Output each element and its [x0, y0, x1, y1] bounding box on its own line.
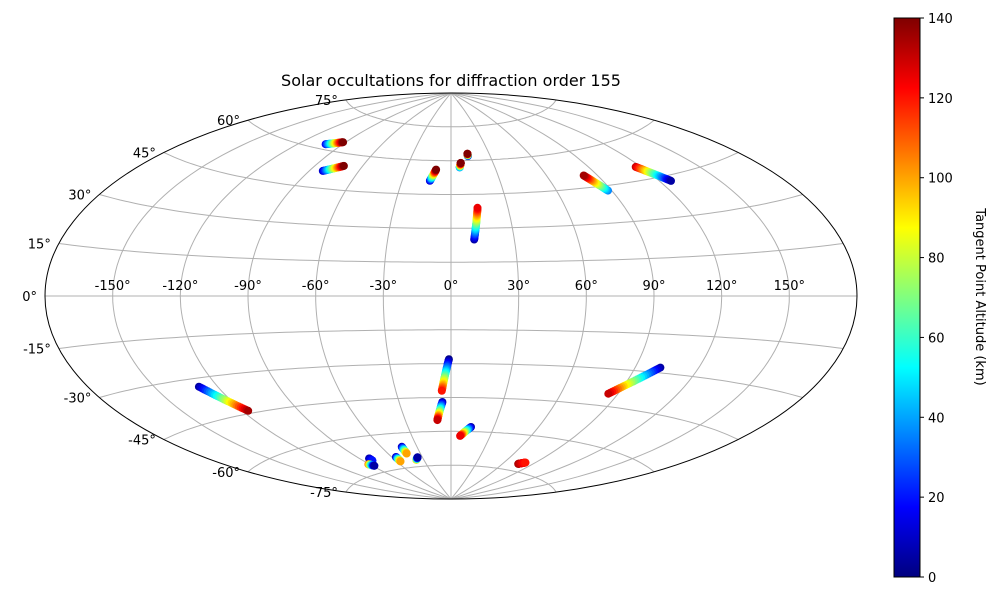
- lon-tick-label: -60°: [302, 279, 330, 294]
- lat-tick-label: 60°: [217, 114, 240, 129]
- latitude-tick-labels: 75° 60° 45° 30° 15° 0° -15° -30° -45° -60° -75°: [22, 94, 338, 501]
- occultation-point: [339, 161, 348, 170]
- occultation-point: [413, 453, 422, 462]
- colorbar-gradient: [893, 17, 921, 578]
- colorbar-tick-label: 120: [928, 92, 953, 107]
- occultation-point: [579, 171, 588, 180]
- chart-title: Solar occultations for diffraction order…: [281, 71, 621, 90]
- lon-tick-label: 120°: [706, 279, 737, 294]
- occultation-point: [244, 406, 253, 415]
- parallel-line: [99, 194, 803, 229]
- occultation-point: [604, 389, 613, 398]
- map-gridlines: [45, 93, 857, 499]
- occultation-point: [437, 386, 446, 395]
- occultation-point: [396, 457, 405, 466]
- colorbar-tick-label: 60: [928, 331, 945, 346]
- lon-tick-label: -90°: [234, 279, 262, 294]
- lon-tick-label: -120°: [162, 279, 198, 294]
- lat-tick-label: -60°: [212, 466, 240, 481]
- occultation-point: [456, 431, 465, 440]
- occultation-point: [402, 449, 411, 458]
- lon-tick-label: -30°: [369, 279, 397, 294]
- colorbar-tick-label: 140: [928, 12, 953, 27]
- colorbar-tick-label: 20: [928, 491, 945, 506]
- parallel-line: [58, 243, 844, 263]
- occultation-tracks: [194, 138, 675, 470]
- lon-tick-label: 150°: [774, 279, 805, 294]
- occultation-point: [339, 138, 348, 147]
- occultation-point: [667, 176, 675, 185]
- colorbar-ticks: 0 20 40 60 80 100 120 140: [920, 12, 953, 586]
- lat-tick-label: 15°: [28, 237, 51, 252]
- lon-tick-label: -150°: [95, 279, 131, 294]
- lon-tick-label: 60°: [575, 279, 598, 294]
- lon-tick-label: 0°: [444, 279, 459, 294]
- occultation-point: [370, 461, 379, 470]
- lat-tick-label: 75°: [315, 94, 338, 109]
- occultation-point: [433, 416, 442, 425]
- colorbar: 0 20 40 60 80 100 120 140 Tangent Point Altitud…: [893, 12, 987, 586]
- map-boundary: [44, 92, 858, 500]
- lon-tick-label: 30°: [507, 279, 530, 294]
- parallel-line: [345, 99, 557, 128]
- colorbar-tick-label: 100: [928, 172, 953, 187]
- lat-tick-label: 45°: [133, 146, 156, 161]
- lat-tick-label: -15°: [23, 343, 51, 358]
- occultation-point: [432, 165, 441, 174]
- parallel-line: [247, 430, 655, 473]
- colorbar-tick-label: 0: [928, 571, 936, 586]
- colorbar-label: Tangent Point Altitude (km): [972, 207, 987, 385]
- parallel-line: [58, 329, 844, 349]
- occultation-point: [463, 149, 472, 158]
- lat-tick-label: -45°: [128, 434, 156, 449]
- parallel-line: [247, 119, 655, 162]
- lat-tick-label: -75°: [310, 486, 338, 501]
- occultation-point: [521, 458, 530, 467]
- lon-tick-label: 90°: [642, 279, 665, 294]
- occultation-point: [473, 203, 482, 212]
- lat-tick-label: 0°: [22, 290, 37, 305]
- colorbar-tick-label: 40: [928, 411, 945, 426]
- colorbar-tick-label: 80: [928, 252, 945, 267]
- longitude-tick-labels: -150° -120° -90° -60° -30° 0° 30° 60° 90° 120° 150…: [95, 279, 805, 294]
- occultation-point: [456, 158, 465, 167]
- lat-tick-label: -30°: [64, 392, 92, 407]
- lat-tick-label: 30°: [68, 189, 91, 204]
- parallel-line: [345, 464, 557, 493]
